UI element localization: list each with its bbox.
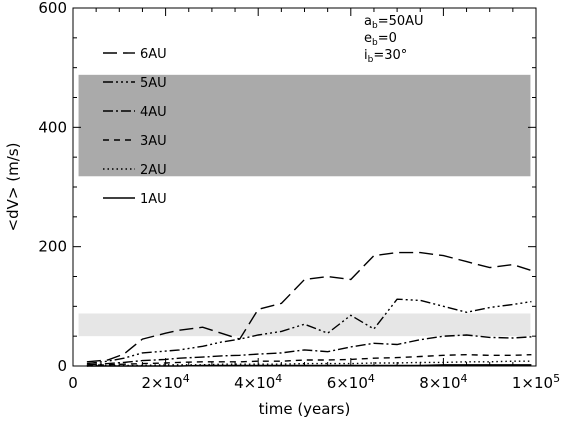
y-tick-label: 0	[57, 357, 67, 375]
x-tick-label: 0	[68, 374, 78, 392]
series-line-3au	[86, 353, 532, 367]
y-tick-label: 200	[38, 238, 67, 256]
x-tick-label: 4×104	[234, 372, 282, 392]
x-tick-label: 6×104	[327, 372, 375, 392]
legend-label-1au: 1AU	[140, 192, 167, 207]
legend: 6AU 5AU 4AU 3AU 2AU 1AU	[103, 47, 167, 207]
series-lines	[86, 251, 532, 367]
annotation-line: ab=50AU	[364, 14, 424, 31]
x-tick-label: 1×105	[512, 372, 560, 392]
axis-ticks: 0 2×104 4×104 6×104 8×104 1×105 0 200 400 600	[38, 0, 560, 392]
legend-label-4au: 4AU	[140, 105, 167, 120]
legend-label-3au: 3AU	[140, 134, 167, 149]
annotation-line: ib=30°	[364, 48, 407, 65]
legend-label-6au: 6AU	[140, 47, 167, 62]
shaded-band-1	[78, 74, 531, 177]
annotation-line: eb=0	[364, 31, 397, 48]
series-line-5au	[86, 298, 532, 365]
series-line-6au	[86, 251, 532, 363]
legend-label-5au: 5AU	[140, 76, 167, 91]
series-line-4au	[86, 334, 532, 366]
legend-label-2au: 2AU	[140, 163, 167, 178]
y-axis-label: <dV> (m/s)	[4, 143, 22, 232]
x-tick-label: 8×104	[419, 372, 467, 392]
x-axis-label: time (years)	[259, 400, 351, 418]
y-tick-label: 600	[38, 0, 67, 17]
shaded-bands	[78, 74, 531, 337]
x-tick-label: 2×104	[141, 372, 189, 392]
y-tick-label: 400	[38, 118, 67, 136]
shaded-band-2	[78, 313, 531, 337]
